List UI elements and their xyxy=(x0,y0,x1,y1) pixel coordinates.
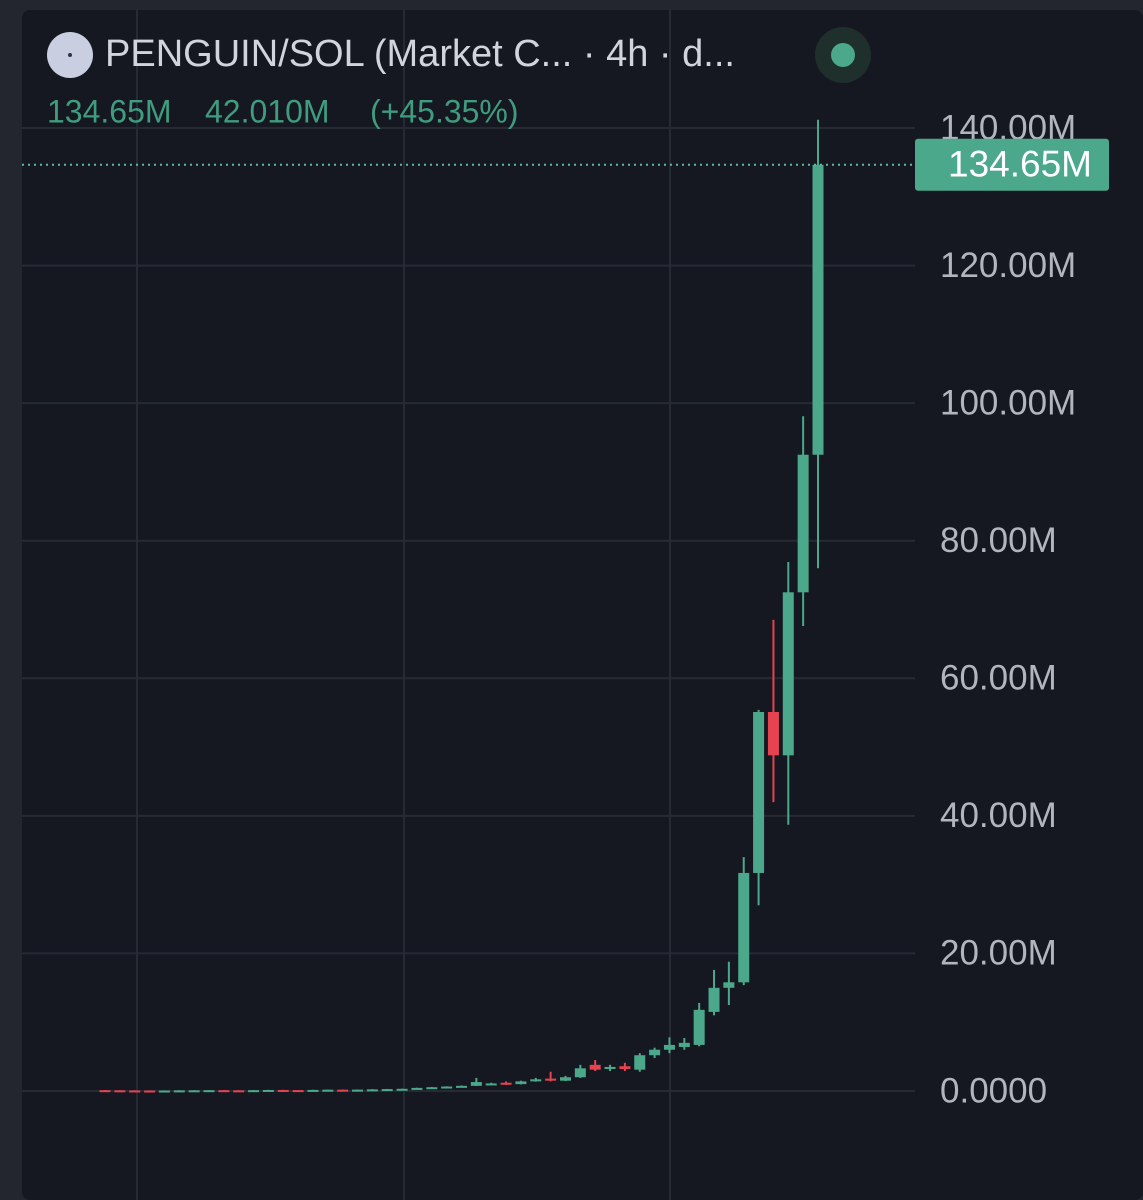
last-price-tag-label: 134.65M xyxy=(948,144,1092,185)
candle-body xyxy=(99,1090,111,1093)
candle-body xyxy=(812,164,824,455)
candle-body xyxy=(634,1055,646,1070)
candle-body xyxy=(649,1049,661,1056)
last-price: 134.65M xyxy=(47,93,172,129)
candle-body xyxy=(322,1089,334,1092)
change-pct: (+45.35%) xyxy=(370,93,519,129)
candle-body xyxy=(559,1077,571,1081)
candle-body xyxy=(114,1090,126,1093)
last-price-tag xyxy=(915,138,1109,191)
candle-body xyxy=(277,1089,289,1092)
candle-body xyxy=(619,1066,631,1069)
y-tick-label: 120.00M xyxy=(940,246,1076,285)
token-icon-dot xyxy=(68,53,72,57)
candle-body xyxy=(589,1064,601,1070)
candle-body xyxy=(307,1089,319,1092)
change: 42.010M xyxy=(205,93,330,129)
candle-body xyxy=(426,1087,438,1090)
candle-body xyxy=(337,1089,349,1092)
candle-body xyxy=(441,1086,453,1089)
grid xyxy=(22,127,915,1092)
status-dot xyxy=(831,43,855,67)
candle-body xyxy=(218,1090,230,1093)
candle-body xyxy=(515,1081,527,1085)
y-tick-label: 40.00M xyxy=(940,796,1057,835)
candles xyxy=(99,119,824,1093)
candle-body xyxy=(753,711,765,873)
candle-body xyxy=(203,1090,215,1093)
candle-body xyxy=(708,987,720,1012)
candle-body xyxy=(738,872,750,983)
candle-body xyxy=(574,1068,586,1078)
candle-body xyxy=(456,1085,467,1088)
y-tick-label: 20.00M xyxy=(940,934,1057,973)
y-tick-label: 60.00M xyxy=(940,659,1057,698)
candle-body xyxy=(723,982,735,988)
candle-body xyxy=(144,1090,156,1093)
candle-body xyxy=(530,1079,542,1082)
candle-body xyxy=(248,1090,260,1093)
candle-body xyxy=(470,1082,482,1086)
price-axis: 0.0000 20.00M 40.00M 60.00M 80.00M 100.00M 120… xyxy=(22,108,1109,1110)
chart-title: PENGUIN/SOL (Market C... · 4h · d... xyxy=(105,33,735,75)
chart-panel xyxy=(22,10,1143,1200)
candle-body xyxy=(188,1090,200,1093)
candle-body xyxy=(693,1009,705,1045)
y-tick-label: 0.0000 xyxy=(940,1071,1047,1110)
candle-body xyxy=(797,454,809,593)
candle-body xyxy=(233,1090,245,1093)
candle-body xyxy=(411,1087,423,1090)
candle-body xyxy=(381,1089,393,1092)
candle-body xyxy=(545,1078,557,1081)
y-tick-label: 80.00M xyxy=(940,521,1057,560)
candle-body xyxy=(158,1090,170,1093)
candle-body xyxy=(500,1082,512,1085)
candle-body xyxy=(366,1089,378,1092)
candle-body xyxy=(485,1083,497,1086)
candle-body xyxy=(292,1090,304,1093)
candle-body xyxy=(782,592,794,756)
candle-body xyxy=(352,1089,364,1092)
candle-body xyxy=(678,1042,690,1047)
candle-body xyxy=(173,1090,185,1093)
candle-body xyxy=(604,1066,616,1069)
candle-body xyxy=(663,1044,675,1050)
candle-body xyxy=(262,1089,274,1092)
candle-body xyxy=(767,711,779,756)
candle-body xyxy=(129,1090,141,1093)
y-tick-label: 100.00M xyxy=(940,383,1076,422)
candle-body xyxy=(396,1088,408,1091)
